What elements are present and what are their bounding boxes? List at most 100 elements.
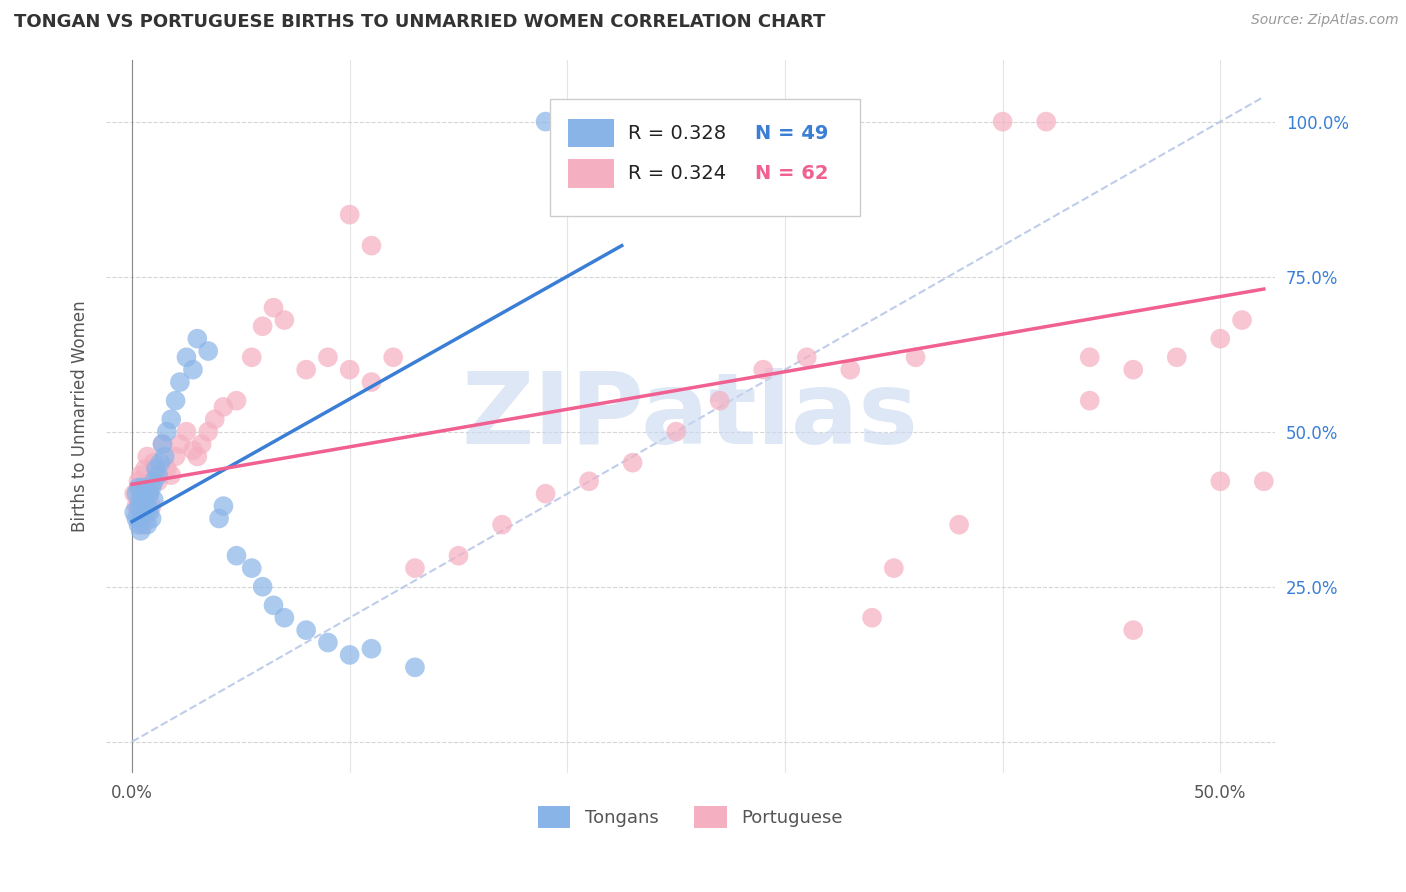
Point <box>122 505 145 519</box>
FancyBboxPatch shape <box>550 99 860 217</box>
Point <box>145 462 167 476</box>
Bar <box>568 160 614 188</box>
Point <box>190 437 212 451</box>
Point <box>839 362 862 376</box>
Text: ZIPatlas: ZIPatlas <box>461 368 918 465</box>
Point <box>1035 114 1057 128</box>
Point <box>138 486 160 500</box>
Point <box>149 456 172 470</box>
Point <box>128 499 150 513</box>
Point <box>176 351 198 365</box>
Point <box>132 517 155 532</box>
Point <box>240 351 263 365</box>
Point <box>181 443 204 458</box>
Point <box>534 114 557 128</box>
Point <box>578 114 600 128</box>
Point <box>141 499 163 513</box>
Point <box>252 580 274 594</box>
Point <box>273 313 295 327</box>
Point <box>860 611 883 625</box>
Point <box>160 412 183 426</box>
Point <box>621 456 644 470</box>
Legend: Tongans, Portuguese: Tongans, Portuguese <box>530 798 851 835</box>
Point <box>360 375 382 389</box>
Point <box>134 462 156 476</box>
Point <box>709 393 731 408</box>
Point <box>132 486 155 500</box>
Point <box>136 450 159 464</box>
Point <box>153 450 176 464</box>
Point <box>752 362 775 376</box>
Point <box>128 481 150 495</box>
Point <box>1122 362 1144 376</box>
Y-axis label: Births to Unmarried Women: Births to Unmarried Women <box>72 301 89 532</box>
Point <box>883 561 905 575</box>
Point <box>197 344 219 359</box>
Point <box>316 351 339 365</box>
Point <box>129 511 152 525</box>
Point <box>1209 475 1232 489</box>
Bar <box>568 119 614 147</box>
Point <box>160 468 183 483</box>
Point <box>225 549 247 563</box>
Point <box>1078 393 1101 408</box>
Point <box>225 393 247 408</box>
Point <box>134 492 156 507</box>
Point <box>134 505 156 519</box>
Point <box>145 462 167 476</box>
Point <box>1230 313 1253 327</box>
Point <box>212 499 235 513</box>
Point <box>142 475 165 489</box>
Point <box>146 468 169 483</box>
Text: N = 62: N = 62 <box>755 164 828 183</box>
Text: TONGAN VS PORTUGUESE BIRTHS TO UNMARRIED WOMEN CORRELATION CHART: TONGAN VS PORTUGUESE BIRTHS TO UNMARRIED… <box>14 13 825 31</box>
Point <box>142 456 165 470</box>
Text: Source: ZipAtlas.com: Source: ZipAtlas.com <box>1251 13 1399 28</box>
Point <box>240 561 263 575</box>
Point <box>212 400 235 414</box>
Point <box>295 362 318 376</box>
Point <box>186 332 208 346</box>
Text: R = 0.328: R = 0.328 <box>628 124 727 143</box>
Point <box>316 635 339 649</box>
Point <box>948 517 970 532</box>
Point <box>176 425 198 439</box>
Point <box>138 505 160 519</box>
Point <box>339 208 361 222</box>
Point <box>295 623 318 637</box>
Point <box>204 412 226 426</box>
Point <box>360 238 382 252</box>
Point <box>136 499 159 513</box>
Point <box>404 561 426 575</box>
Point <box>796 351 818 365</box>
Text: N = 49: N = 49 <box>755 124 828 143</box>
Point <box>169 375 191 389</box>
Point <box>1253 475 1275 489</box>
Point <box>169 437 191 451</box>
Point <box>252 319 274 334</box>
Point <box>122 486 145 500</box>
Point <box>186 450 208 464</box>
Point <box>1209 332 1232 346</box>
Point <box>156 425 179 439</box>
Point <box>578 475 600 489</box>
Point <box>152 437 174 451</box>
Point <box>125 511 148 525</box>
Point <box>665 425 688 439</box>
Point <box>128 517 150 532</box>
Point <box>129 492 152 507</box>
Point <box>146 475 169 489</box>
Point <box>360 641 382 656</box>
Point <box>142 492 165 507</box>
Point <box>208 511 231 525</box>
Point <box>141 511 163 525</box>
Point <box>904 351 927 365</box>
Point <box>447 549 470 563</box>
Point <box>263 599 285 613</box>
Point <box>991 114 1014 128</box>
Point <box>339 648 361 662</box>
Point <box>339 362 361 376</box>
Point <box>263 301 285 315</box>
Point <box>156 462 179 476</box>
Text: R = 0.324: R = 0.324 <box>628 164 727 183</box>
